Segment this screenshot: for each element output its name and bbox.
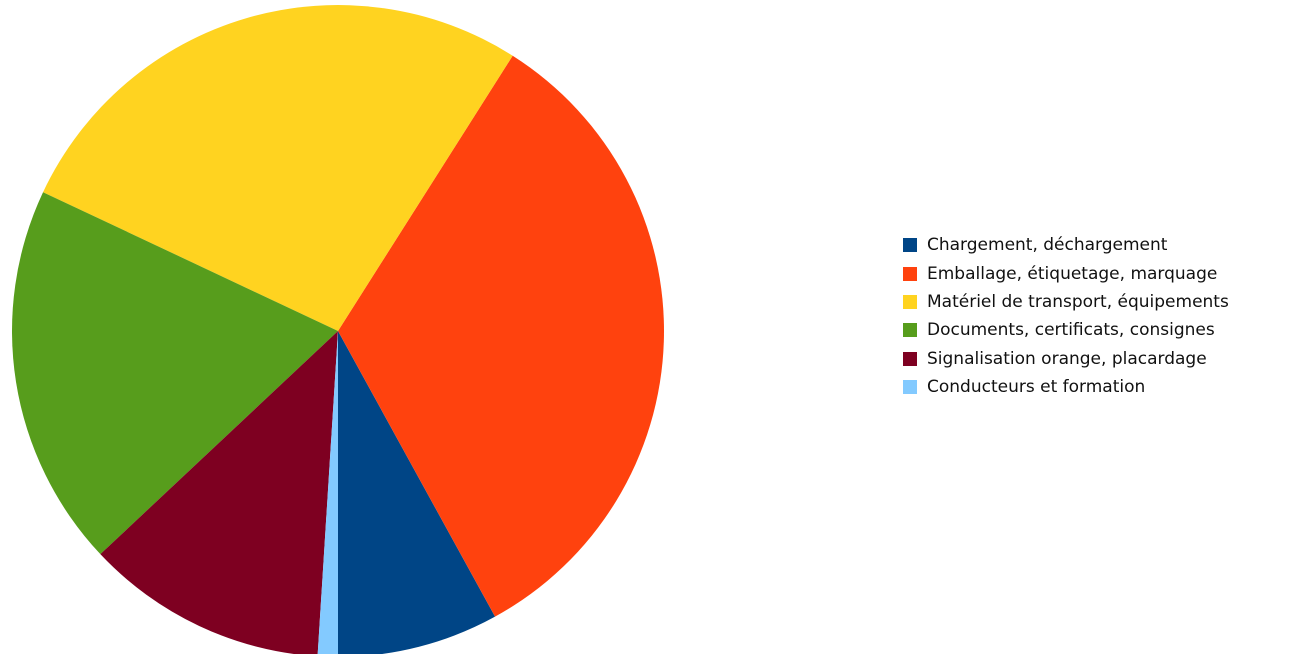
legend-swatch bbox=[903, 352, 917, 366]
legend-label: Signalisation orange, placardage bbox=[927, 349, 1207, 369]
legend-swatch bbox=[903, 295, 917, 309]
legend-swatch bbox=[903, 267, 917, 281]
legend-label: Emballage, étiquetage, marquage bbox=[927, 264, 1217, 284]
legend-item: Documents, certificats, consignes bbox=[903, 316, 1229, 344]
legend: Chargement, déchargement Emballage, étiqu… bbox=[903, 231, 1229, 401]
legend-item: Matériel de transport, équipements bbox=[903, 288, 1229, 316]
legend-item: Signalisation orange, placardage bbox=[903, 345, 1229, 373]
legend-label: Conducteurs et formation bbox=[927, 377, 1145, 397]
legend-item: Emballage, étiquetage, marquage bbox=[903, 259, 1229, 287]
legend-swatch bbox=[903, 238, 917, 252]
legend-swatch bbox=[903, 380, 917, 394]
legend-label: Documents, certificats, consignes bbox=[927, 320, 1215, 340]
legend-swatch bbox=[903, 323, 917, 337]
legend-label: Chargement, déchargement bbox=[927, 235, 1167, 255]
legend-item: Conducteurs et formation bbox=[903, 373, 1229, 401]
legend-item: Chargement, déchargement bbox=[903, 231, 1229, 259]
legend-label: Matériel de transport, équipements bbox=[927, 292, 1229, 312]
